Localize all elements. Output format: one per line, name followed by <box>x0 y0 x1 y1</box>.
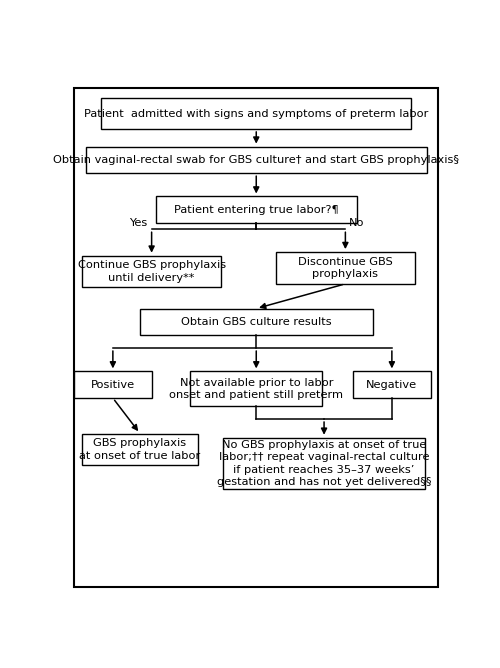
FancyBboxPatch shape <box>353 371 430 398</box>
Text: Discontinue GBS
prophylaxis: Discontinue GBS prophylaxis <box>298 257 393 279</box>
FancyBboxPatch shape <box>86 146 427 173</box>
FancyBboxPatch shape <box>224 438 425 489</box>
Text: No: No <box>349 218 365 228</box>
FancyBboxPatch shape <box>101 98 411 129</box>
Text: Obtain vaginal-rectal swab for GBS culture† and start GBS prophylaxis§: Obtain vaginal-rectal swab for GBS cultu… <box>53 155 459 165</box>
Text: Positive: Positive <box>91 379 135 389</box>
Text: GBS prophylaxis
at onset of true labor: GBS prophylaxis at onset of true labor <box>80 438 200 461</box>
FancyBboxPatch shape <box>82 434 198 466</box>
Text: Patient  admitted with signs and symptoms of preterm labor: Patient admitted with signs and symptoms… <box>84 109 428 119</box>
Text: Negative: Negative <box>366 379 418 389</box>
Text: Not available prior to labor
onset and patient still preterm: Not available prior to labor onset and p… <box>169 377 343 400</box>
FancyBboxPatch shape <box>156 196 357 223</box>
Text: Yes: Yes <box>130 218 148 228</box>
FancyBboxPatch shape <box>276 252 415 284</box>
Text: Obtain GBS culture results: Obtain GBS culture results <box>181 317 332 327</box>
FancyBboxPatch shape <box>190 371 322 406</box>
Text: Continue GBS prophylaxis
until delivery**: Continue GBS prophylaxis until delivery*… <box>78 261 226 283</box>
Text: Patient entering true labor?¶: Patient entering true labor?¶ <box>174 205 338 215</box>
FancyBboxPatch shape <box>140 309 372 335</box>
FancyBboxPatch shape <box>74 88 438 587</box>
FancyBboxPatch shape <box>74 371 152 398</box>
Text: No GBS prophylaxis at onset of true
labor;†† repeat vaginal-rectal culture
if pa: No GBS prophylaxis at onset of true labo… <box>217 440 432 487</box>
FancyBboxPatch shape <box>82 256 222 287</box>
